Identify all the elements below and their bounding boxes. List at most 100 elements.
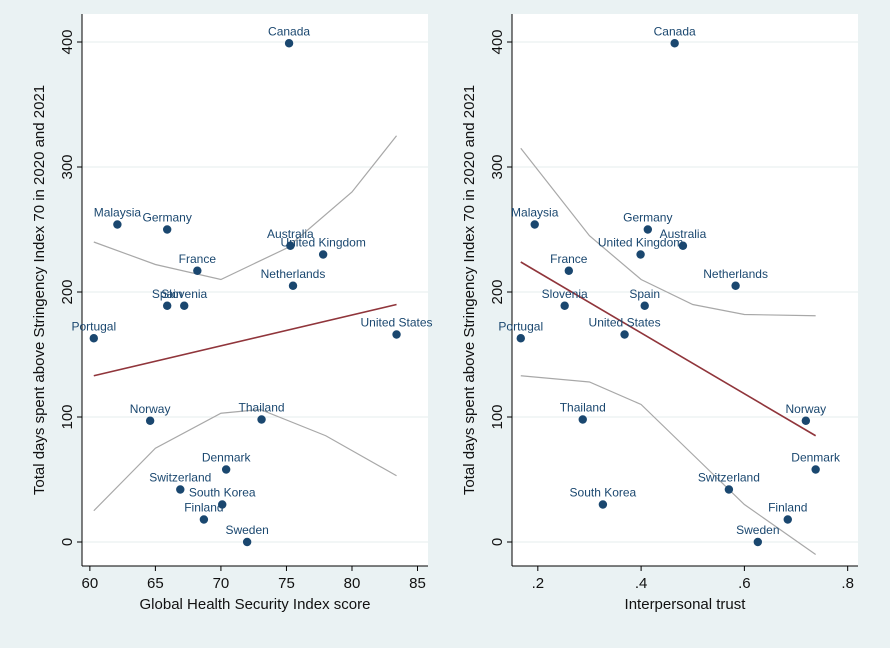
- ci-lower: [93, 408, 397, 512]
- point-label: Thailand: [239, 401, 285, 415]
- point-label: Netherlands: [261, 267, 326, 281]
- x-tick-label: 70: [213, 575, 230, 592]
- point: [564, 266, 574, 275]
- point-label: Australia: [660, 227, 707, 241]
- point-label: Spain: [629, 287, 660, 301]
- point-label: Norway: [785, 402, 826, 416]
- x-tick-label: 75: [278, 575, 295, 592]
- y-axis-title: Total days spent above Stringency Index …: [461, 85, 478, 495]
- point-label: South Korea: [189, 486, 256, 500]
- point: [113, 220, 122, 229]
- point-label: South Korea: [570, 486, 637, 500]
- point: [578, 415, 587, 424]
- x-axis-title: Interpersonal trust: [625, 596, 747, 613]
- y-tick-label: 200: [59, 279, 76, 304]
- point: [284, 39, 294, 48]
- y-tick-label: 0: [59, 538, 76, 546]
- point-label: Malaysia: [511, 206, 559, 220]
- point-label: Finland: [184, 501, 223, 515]
- point-label: France: [550, 252, 588, 266]
- point-label: Sweden: [736, 523, 779, 537]
- point: [678, 241, 688, 250]
- point: [89, 334, 98, 343]
- x-tick-label: 60: [82, 575, 99, 592]
- point: [530, 220, 539, 229]
- fit-line: [520, 261, 817, 437]
- point-label: Australia: [267, 227, 314, 241]
- point: [242, 537, 252, 547]
- point: [670, 39, 679, 48]
- point: [643, 225, 653, 234]
- x-tick-label: .6: [738, 575, 751, 592]
- x-tick-label: .2: [532, 575, 545, 592]
- point-label: Sweden: [225, 523, 268, 537]
- x-tick-label: 80: [344, 575, 361, 592]
- y-tick-label: 100: [59, 404, 76, 429]
- point-label: Malaysia: [94, 206, 142, 220]
- point: [288, 281, 298, 290]
- point-label: Germany: [623, 211, 672, 225]
- point: [724, 485, 734, 494]
- point: [620, 330, 629, 339]
- point: [193, 266, 202, 275]
- point: [753, 537, 763, 547]
- point-label: Norway: [130, 402, 171, 416]
- fit-line: [93, 303, 397, 377]
- y-tick-label: 0: [489, 538, 506, 546]
- point: [640, 301, 649, 310]
- point-label: Finland: [768, 501, 807, 515]
- point: [636, 250, 645, 259]
- point-label: Portugal: [498, 319, 543, 333]
- point: [221, 465, 231, 474]
- x-tick-label: 85: [409, 575, 426, 592]
- y-tick-label: 100: [489, 404, 506, 429]
- point: [811, 465, 820, 474]
- point: [176, 485, 185, 494]
- plot-area: [82, 14, 428, 566]
- x-tick-label: .4: [635, 575, 648, 592]
- x-tick-label: 65: [147, 575, 164, 592]
- point-label: Switzerland: [698, 471, 760, 485]
- point-label: Slovenia: [542, 287, 588, 301]
- point: [516, 334, 525, 343]
- point: [392, 330, 401, 339]
- y-tick-label: 400: [489, 29, 506, 54]
- point-label: Thailand: [560, 401, 606, 415]
- point: [783, 515, 792, 524]
- point: [560, 301, 569, 310]
- point: [598, 500, 608, 509]
- point-label: Slovenia: [161, 287, 207, 301]
- point-label: Canada: [268, 24, 310, 38]
- point-label: United States: [589, 316, 661, 330]
- point-label: United Kingdom: [280, 236, 365, 250]
- point-label: Spain: [152, 287, 183, 301]
- point-label: Denmark: [202, 451, 252, 465]
- point-label: Denmark: [791, 451, 841, 465]
- y-tick-label: 300: [59, 154, 76, 179]
- point: [257, 415, 266, 424]
- point: [801, 416, 811, 425]
- y-tick-label: 200: [489, 279, 506, 304]
- point-label: Netherlands: [703, 267, 768, 281]
- point-label: France: [179, 252, 217, 266]
- point: [218, 500, 227, 509]
- point: [199, 515, 209, 524]
- ci-upper: [520, 147, 816, 317]
- point: [318, 250, 328, 259]
- point: [162, 225, 172, 234]
- y-tick-label: 300: [489, 154, 506, 179]
- x-axis-title: Global Health Security Index score: [140, 596, 371, 613]
- point: [286, 241, 295, 250]
- y-tick-label: 400: [59, 29, 76, 54]
- point: [180, 301, 189, 310]
- point: [145, 416, 155, 425]
- point-label: United States: [361, 316, 433, 330]
- point-label: Switzerland: [149, 471, 211, 485]
- y-axis-title: Total days spent above Stringency Index …: [31, 85, 48, 495]
- point: [731, 281, 740, 290]
- point-label: Germany: [143, 211, 192, 225]
- point-label: Canada: [654, 24, 696, 38]
- point-label: United Kingdom: [598, 236, 683, 250]
- ci-upper: [93, 135, 398, 281]
